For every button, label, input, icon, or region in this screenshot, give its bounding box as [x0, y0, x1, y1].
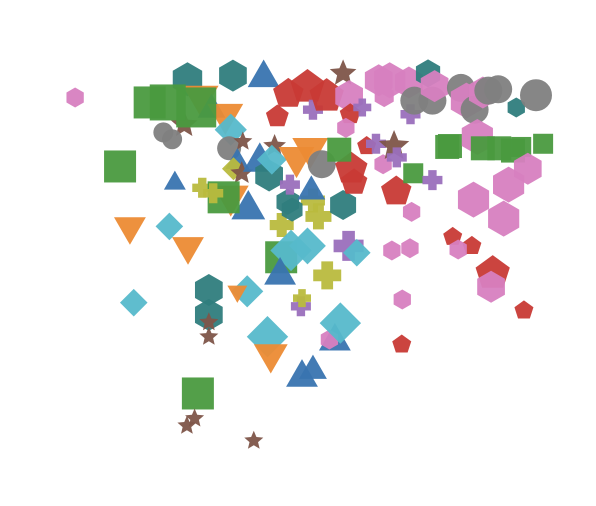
scatter-point-1	[66, 87, 84, 108]
scatter-point-98	[393, 289, 411, 310]
scatter-point-38	[203, 183, 224, 204]
scatter-point-4	[119, 288, 148, 317]
scatter-point-88	[365, 133, 386, 154]
scatter-point-65	[297, 175, 326, 200]
scatter-point-43	[269, 213, 294, 238]
scatter-point-50	[253, 344, 288, 374]
scatter-point-71	[340, 168, 368, 194]
scatter-point-80	[329, 59, 357, 85]
scatter-point-96	[383, 240, 401, 261]
scatter-point-72	[333, 230, 364, 261]
scatter-point-122	[493, 166, 525, 203]
scatter-point-48	[227, 285, 248, 303]
scatter-point-99	[392, 334, 412, 353]
scatter-point-18	[177, 415, 197, 434]
scatter-point-126	[519, 79, 552, 112]
scatter-point-74	[327, 137, 352, 162]
scatter-point-105	[420, 70, 449, 103]
scatter-point-16	[181, 377, 214, 410]
scatter-point-69	[330, 190, 357, 221]
scatter-point-29	[214, 113, 247, 146]
scatter-point-95	[402, 201, 421, 222]
scatter-point-131	[477, 270, 505, 303]
scatter-point-78	[302, 99, 323, 120]
scatter-point-53	[293, 289, 311, 308]
scatter-point-3	[113, 217, 146, 245]
scatter-point-67	[279, 174, 300, 195]
scatter-point-83	[337, 117, 355, 138]
scatter-point-6	[163, 170, 186, 190]
scatter-point-35	[231, 190, 266, 220]
scatter-point-51	[264, 257, 297, 285]
scatter-point-66	[305, 203, 332, 230]
scatter-point-90	[378, 130, 410, 159]
scatter-point-12	[194, 273, 223, 306]
scatter-point-93	[403, 163, 424, 184]
scatter-point-68	[281, 197, 303, 222]
scatter-point-77	[265, 104, 289, 127]
scatter-point-124	[488, 200, 520, 237]
scatter-point-14	[199, 312, 219, 331]
scatter-point-106	[422, 170, 443, 191]
scatter-point-58	[319, 302, 362, 344]
scatter-point-94	[400, 104, 421, 125]
scatter-point-73	[343, 238, 371, 267]
scatter-point-54	[286, 359, 318, 387]
scatter-point-84	[353, 98, 372, 117]
scatter-point-15	[199, 326, 219, 345]
scatter-point-26	[133, 86, 166, 119]
scatter-point-128	[462, 235, 482, 255]
scatter-point-91	[386, 147, 407, 168]
scatter-point-76	[273, 77, 304, 107]
scatter-point-125	[507, 97, 525, 118]
scatter-point-123	[457, 181, 490, 218]
scatter-point-61	[300, 188, 325, 213]
scatter-point-119	[511, 136, 532, 157]
scatter-point-63	[292, 137, 329, 170]
scatter-point-129	[449, 239, 467, 260]
scatter-point-59	[289, 227, 326, 265]
scatter-point-11	[192, 177, 213, 198]
scatter-point-19	[244, 430, 264, 449]
scatter-point-17	[185, 408, 205, 427]
scatter-point-20	[162, 129, 183, 150]
scatter-point-97	[401, 238, 419, 259]
scatter-point-2	[104, 150, 137, 183]
scatter-point-27	[219, 59, 247, 92]
scatter-point-79	[309, 78, 344, 111]
scatter-point-7	[172, 237, 204, 265]
scatter-point-108	[435, 134, 460, 159]
scatter-point-120	[533, 133, 554, 154]
scatter-point-5	[155, 212, 184, 241]
scatter-point-28	[247, 59, 280, 88]
scatter-point-31	[233, 131, 253, 150]
scatter-point-42	[256, 144, 287, 175]
scatter-point-114	[484, 75, 513, 104]
scatter-point-132	[514, 300, 534, 319]
scatter-point-34	[230, 161, 254, 183]
scatter-point-55	[299, 354, 327, 379]
scatter-point-60	[313, 261, 342, 290]
